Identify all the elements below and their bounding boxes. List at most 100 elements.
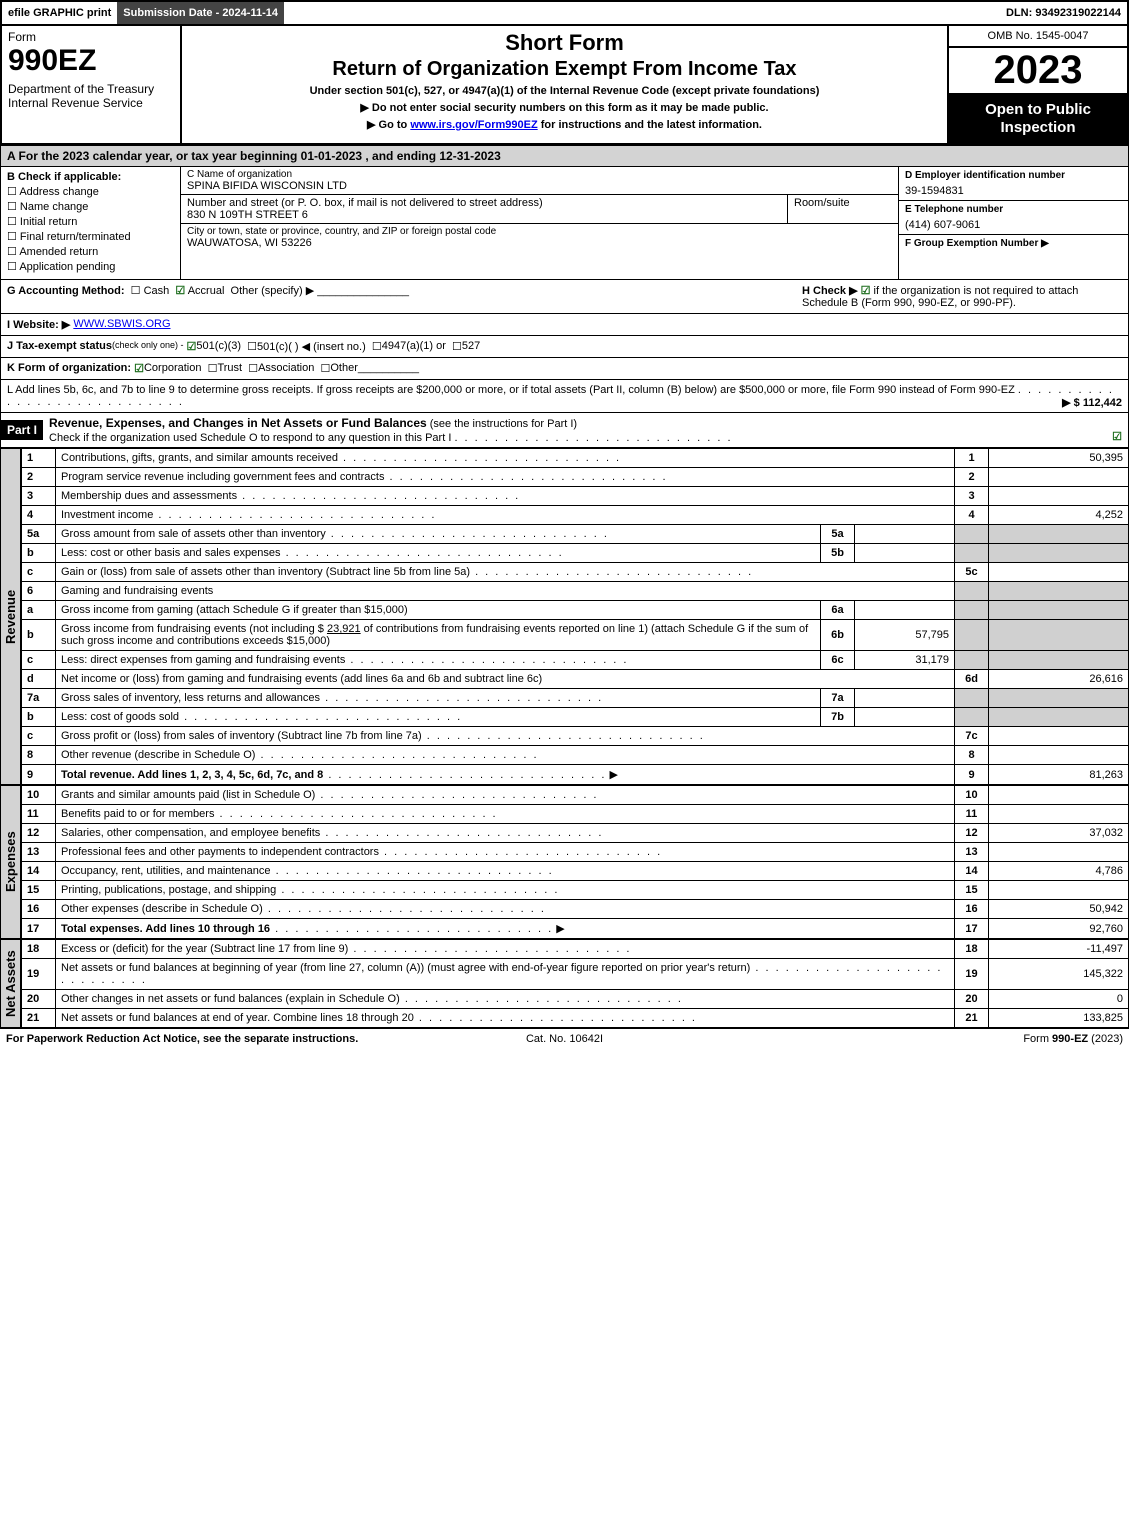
tel-cell: E Telephone number (414) 607-9061 — [899, 201, 1128, 235]
open-to-public: Open to Public Inspection — [949, 95, 1127, 143]
k-opt-assoc: Association — [258, 362, 314, 375]
city-state-zip: WAUWATOSA, WI 53226 — [187, 237, 892, 249]
check-icon: ☑ — [861, 285, 871, 297]
line-5a: 5a Gross amount from sale of assets othe… — [22, 525, 1129, 544]
line-12: 12Salaries, other compensation, and empl… — [22, 824, 1129, 843]
chk-address-change[interactable]: ☐ Address change — [7, 185, 174, 198]
line-11: 11Benefits paid to or for members11 — [22, 805, 1129, 824]
line-7b: b Less: cost of goods sold 7b — [22, 708, 1129, 727]
form-label: Form — [8, 30, 174, 44]
line-20: 20Other changes in net assets or fund ba… — [22, 990, 1129, 1009]
part1-check-line: Check if the organization used Schedule … — [49, 432, 733, 444]
l-amount: ▶ $ 112,442 — [1062, 396, 1122, 409]
form-number: 990EZ — [8, 44, 174, 78]
grp-hdr: F Group Exemption Number ▶ — [905, 238, 1122, 249]
main-title: Return of Organization Exempt From Incom… — [190, 58, 939, 81]
org-name-hdr: C Name of organization — [187, 169, 892, 180]
ein-value: 39-1594831 — [905, 185, 1122, 197]
header-left: Form 990EZ Department of the Treasury In… — [2, 26, 182, 143]
line-3: 3 Membership dues and assessments 3 — [22, 487, 1129, 506]
column-d: D Employer identification number 39-1594… — [898, 167, 1128, 279]
i-label: I Website: ▶ — [7, 318, 70, 331]
chk-final-return[interactable]: ☐ Final return/terminated — [7, 230, 174, 243]
instruction-1: ▶ Do not enter social security numbers o… — [190, 101, 939, 114]
footer-right: Form 990-EZ (2023) — [751, 1033, 1123, 1045]
line-2: 2 Program service revenue including gove… — [22, 468, 1129, 487]
line-7c: c Gross profit or (loss) from sales of i… — [22, 727, 1129, 746]
check-icon: ☑ — [175, 285, 185, 297]
chk-name-change[interactable]: ☐ Name change — [7, 200, 174, 213]
col-b-label: B Check if applicable: — [7, 171, 174, 183]
line-1: 1 Contributions, gifts, grants, and simi… — [22, 449, 1129, 468]
city-hdr: City or town, state or province, country… — [187, 226, 892, 237]
chk-application-pending[interactable]: ☐ Application pending — [7, 260, 174, 273]
row-l: L Add lines 5b, 6c, and 7b to line 9 to … — [0, 380, 1129, 413]
k-opt-other: Other — [330, 362, 358, 375]
form-header: Form 990EZ Department of the Treasury In… — [0, 26, 1129, 145]
line6b-contrib: 23,921 — [327, 623, 361, 635]
chk-amended-return[interactable]: ☐ Amended return — [7, 245, 174, 258]
h-label: H Check ▶ — [802, 285, 858, 297]
footer-left: For Paperwork Reduction Act Notice, see … — [6, 1033, 378, 1045]
header-right: OMB No. 1545-0047 2023 Open to Public In… — [947, 26, 1127, 143]
city-row: City or town, state or province, country… — [181, 224, 898, 251]
j-opt2: 501(c)( ) ◀ (insert no.) — [257, 340, 366, 353]
line-19: 19Net assets or fund balances at beginni… — [22, 959, 1129, 990]
line-5b: b Less: cost or other basis and sales ex… — [22, 544, 1129, 563]
omb-number: OMB No. 1545-0047 — [949, 26, 1127, 48]
line-6d: d Net income or (loss) from gaming and f… — [22, 670, 1129, 689]
row-g-h: G Accounting Method: ☐ Cash ☑ Accrual Ot… — [0, 280, 1129, 314]
page-footer: For Paperwork Reduction Act Notice, see … — [0, 1028, 1129, 1049]
line-21: 21Net assets or fund balances at end of … — [22, 1009, 1129, 1028]
line-16: 16Other expenses (describe in Schedule O… — [22, 900, 1129, 919]
org-name: SPINA BIFIDA WISCONSIN LTD — [187, 180, 892, 192]
street-address: 830 N 109TH STREET 6 — [187, 209, 781, 221]
revenue-section: Revenue 1 Contributions, gifts, grants, … — [0, 448, 1129, 785]
subtitle: Under section 501(c), 527, or 4947(a)(1)… — [190, 85, 939, 97]
part1-label: Part I — [1, 420, 43, 440]
expenses-table: 10Grants and similar amounts paid (list … — [21, 785, 1129, 939]
j-opt3: 4947(a)(1) or — [382, 340, 446, 353]
k-label: K Form of organization: — [7, 362, 131, 375]
g-other: Other (specify) ▶ — [231, 285, 315, 297]
line-5c: c Gain or (loss) from sale of assets oth… — [22, 563, 1129, 582]
j-sub: (check only one) - — [112, 340, 184, 353]
row-k: K Form of organization: ☑ Corporation ☐ … — [0, 358, 1129, 380]
g-label: G Accounting Method: — [7, 285, 125, 297]
netassets-side-label: Net Assets — [0, 939, 21, 1028]
k-opt-trust: Trust — [217, 362, 242, 375]
instr2-post: for instructions and the latest informat… — [538, 119, 762, 131]
j-opt4: 527 — [462, 340, 480, 353]
g-cash: Cash — [144, 285, 170, 297]
netassets-table: 18Excess or (deficit) for the year (Subt… — [21, 939, 1129, 1028]
line-18: 18Excess or (deficit) for the year (Subt… — [22, 940, 1129, 959]
column-b: B Check if applicable: ☐ Address change … — [1, 167, 181, 279]
chk-initial-return[interactable]: ☐ Initial return — [7, 215, 174, 228]
line-8: 8 Other revenue (describe in Schedule O)… — [22, 746, 1129, 765]
line-14: 14Occupancy, rent, utilities, and mainte… — [22, 862, 1129, 881]
website-link[interactable]: WWW.SBWIS.ORG — [73, 318, 170, 331]
line-6c: c Less: direct expenses from gaming and … — [22, 651, 1129, 670]
irs-link[interactable]: www.irs.gov/Form990EZ — [410, 119, 537, 131]
short-form-title: Short Form — [190, 30, 939, 56]
tax-year: 2023 — [949, 48, 1127, 95]
top-bar: efile GRAPHIC print Submission Date - 20… — [0, 0, 1129, 26]
tel-hdr: E Telephone number — [905, 204, 1122, 215]
row-h: H Check ▶ ☑ if the organization is not r… — [802, 284, 1122, 309]
line-4: 4 Investment income 4 4,252 — [22, 506, 1129, 525]
info-grid: B Check if applicable: ☐ Address change … — [0, 167, 1129, 280]
line-10: 10Grants and similar amounts paid (list … — [22, 786, 1129, 805]
line-7a: 7a Gross sales of inventory, less return… — [22, 689, 1129, 708]
expenses-section: Expenses 10Grants and similar amounts pa… — [0, 785, 1129, 939]
k-opt-corp: Corporation — [144, 362, 201, 375]
row-j: J Tax-exempt status (check only one) - ☑… — [0, 336, 1129, 358]
department-label: Department of the Treasury Internal Reve… — [8, 82, 174, 110]
row-g: G Accounting Method: ☐ Cash ☑ Accrual Ot… — [7, 284, 802, 309]
line-6: 6 Gaming and fundraising events — [22, 582, 1129, 601]
g-accrual: Accrual — [188, 285, 225, 297]
line-17: 17Total expenses. Add lines 10 through 1… — [22, 919, 1129, 939]
l-text: L Add lines 5b, 6c, and 7b to line 9 to … — [7, 384, 1015, 396]
address-row: Number and street (or P. O. box, if mail… — [181, 195, 898, 224]
revenue-side-label: Revenue — [0, 448, 21, 785]
line-9: 9 Total revenue. Add lines 1, 2, 3, 4, 5… — [22, 765, 1129, 785]
